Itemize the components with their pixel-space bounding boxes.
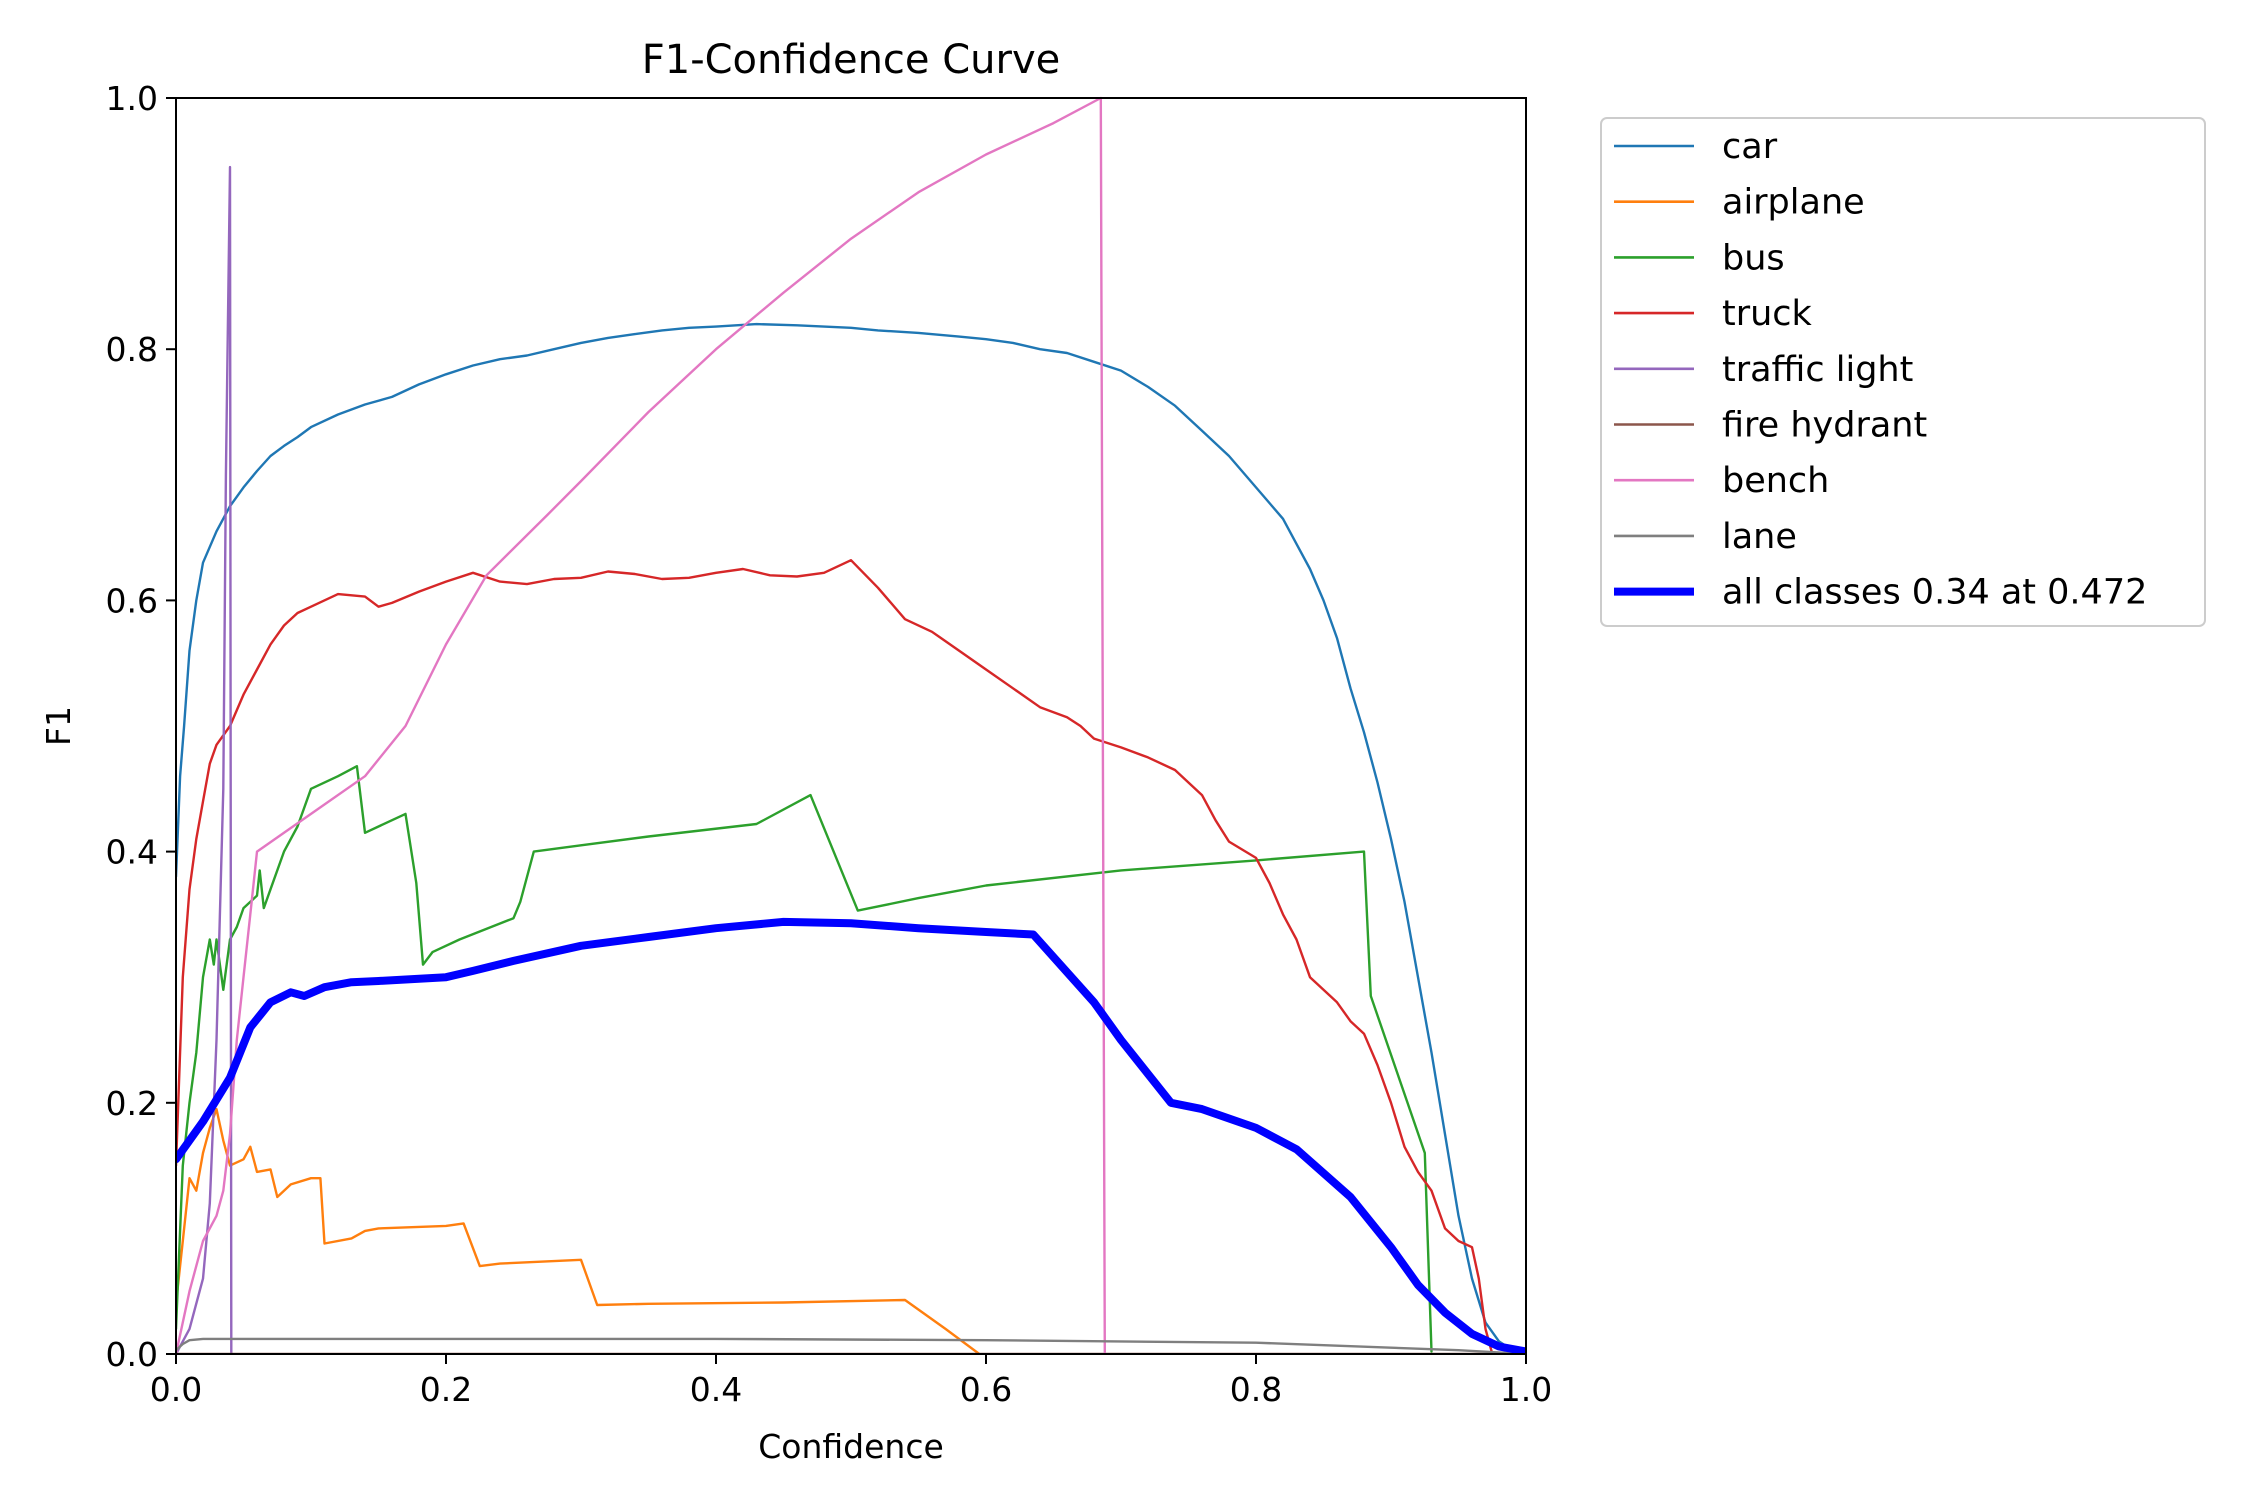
legend-label-truck: truck — [1722, 294, 1813, 334]
legend-items: car airplane bus truck traffic light fire hyd… — [1614, 127, 2147, 613]
series-line-car — [176, 322, 1526, 1354]
legend-label-bench: bench — [1722, 461, 1829, 501]
x-axis-ticks: 0.0 0.2 0.4 0.6 0.8 1.0 — [150, 1354, 1552, 1409]
series-line-lane — [176, 1337, 1526, 1354]
legend-label-airplane: airplane — [1722, 183, 1865, 223]
series-line-traffic-light — [176, 165, 233, 1354]
y-axis-label: F1 — [39, 706, 78, 746]
y-tick-label: 1.0 — [106, 79, 158, 118]
series-line-all-classes — [176, 917, 1526, 1354]
x-tick-label: 0.4 — [690, 1370, 742, 1409]
y-tick-label: 0.8 — [106, 330, 158, 369]
legend-label-all-classes: all classes 0.34 at 0.472 — [1722, 573, 2147, 613]
legend: car airplane bus truck traffic light fire hyd… — [1600, 117, 2206, 627]
legend-label-fire-hydrant: fire hydrant — [1722, 406, 1927, 446]
x-tick-label: 1.0 — [1500, 1370, 1552, 1409]
y-tick-label: 0.4 — [106, 833, 158, 872]
x-tick-label: 0.8 — [1230, 1370, 1282, 1409]
chart-title: F1-Confidence Curve — [642, 37, 1061, 83]
legend-label-lane: lane — [1722, 517, 1797, 557]
y-tick-label: 0.6 — [106, 581, 158, 620]
legend-label-bus: bus — [1722, 238, 1785, 278]
plot-frame — [175, 97, 1527, 1355]
x-tick-label: 0.6 — [960, 1370, 1012, 1409]
legend-label-car: car — [1722, 127, 1778, 167]
series-layer — [176, 96, 1526, 1354]
legend-label-traffic-light: traffic light — [1722, 350, 1913, 390]
y-tick-label: 0.2 — [106, 1084, 158, 1123]
y-tick-label: 0.0 — [106, 1335, 158, 1374]
legend-box — [1600, 117, 2206, 627]
x-tick-label: 0.0 — [150, 1370, 202, 1409]
x-tick-label: 0.2 — [420, 1370, 472, 1409]
series-line-truck — [176, 559, 1494, 1354]
plot-area — [175, 96, 1527, 1355]
y-axis-ticks: 0.0 0.2 0.4 0.6 0.8 1.0 — [106, 79, 176, 1374]
series-line-bench — [176, 96, 1106, 1354]
series-line-bus — [176, 765, 1433, 1353]
x-axis-label: Confidence — [758, 1427, 944, 1466]
